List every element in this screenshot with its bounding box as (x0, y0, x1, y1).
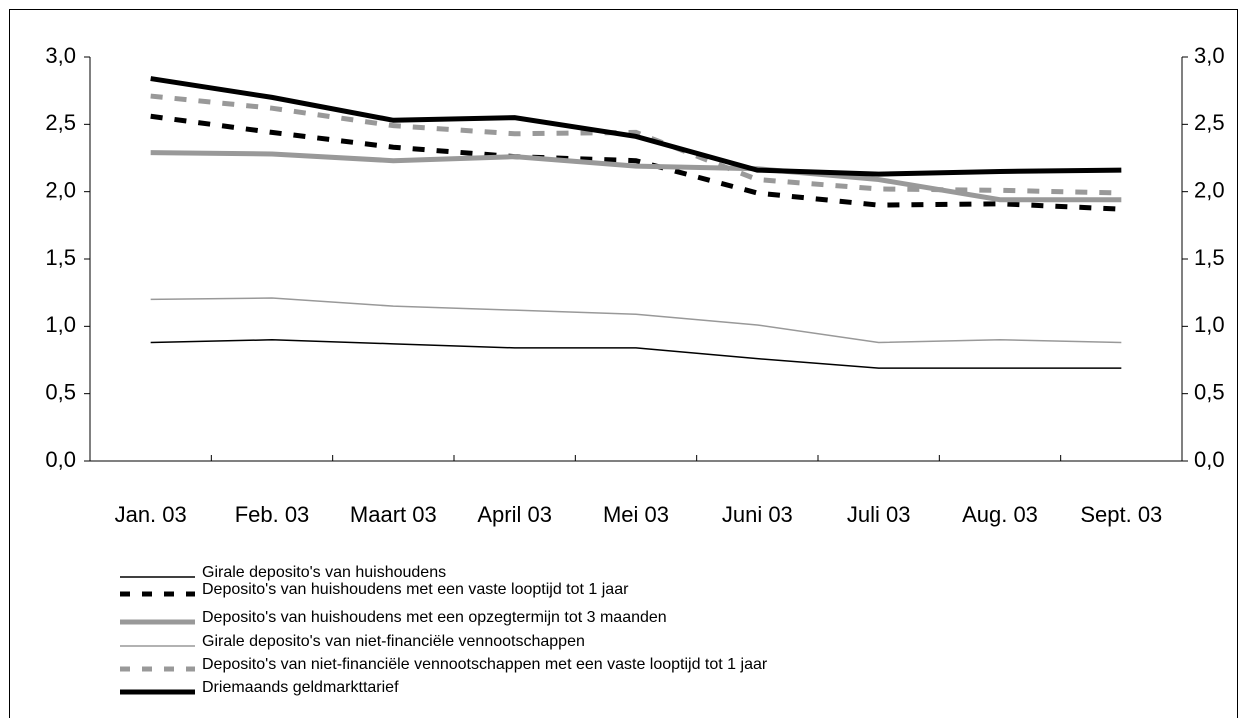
frame (9, 9, 1238, 718)
y2-tick-label: 1,5 (1194, 245, 1225, 270)
legend-label: Girale deposito's van niet-financiële ve… (202, 633, 585, 650)
legend-label: Girale deposito's van huishoudens (202, 564, 446, 581)
x-tick-label: Sept. 03 (1080, 502, 1162, 527)
y2-tick-label: 2,0 (1194, 177, 1225, 202)
y2-tick-label: 1,0 (1194, 312, 1225, 337)
series-line (150, 297, 1122, 344)
series-line (150, 339, 1122, 369)
y2-tick-label: 0,0 (1194, 447, 1225, 472)
x-tick-label: Juli 03 (847, 502, 911, 527)
x-tick-label: Aug. 03 (962, 502, 1038, 527)
legend-label: Deposito's van niet-financiële vennootsc… (202, 656, 768, 673)
y-tick-label: 1,0 (45, 312, 76, 337)
y-tick-label: 0,0 (45, 447, 76, 472)
series-line (150, 76, 1122, 177)
x-tick-label: Maart 03 (350, 502, 437, 527)
y-tick-label: 3,0 (45, 43, 76, 68)
y-tick-label: 2,5 (45, 110, 76, 135)
series-line (150, 150, 1122, 203)
x-tick-label: Mei 03 (603, 502, 669, 527)
y-tick-label: 0,5 (45, 379, 76, 404)
x-tick-label: Jan. 03 (115, 502, 187, 527)
y2-tick-label: 0,5 (1194, 379, 1225, 404)
legend-label: Deposito's van huishoudens met een opzeg… (202, 609, 667, 626)
y-tick-label: 1,5 (45, 245, 76, 270)
legend-label: Driemaands geldmarkttarief (202, 679, 399, 696)
y2-tick-label: 2,5 (1194, 110, 1225, 135)
series-line (150, 113, 1122, 212)
y2-tick-label: 3,0 (1194, 43, 1225, 68)
legend-label: Deposito's van huishoudens met een vaste… (202, 581, 629, 598)
x-tick-label: April 03 (477, 502, 552, 527)
y-tick-label: 2,0 (45, 177, 76, 202)
series-line (150, 93, 1122, 196)
x-tick-label: Feb. 03 (235, 502, 310, 527)
x-tick-label: Juni 03 (722, 502, 793, 527)
